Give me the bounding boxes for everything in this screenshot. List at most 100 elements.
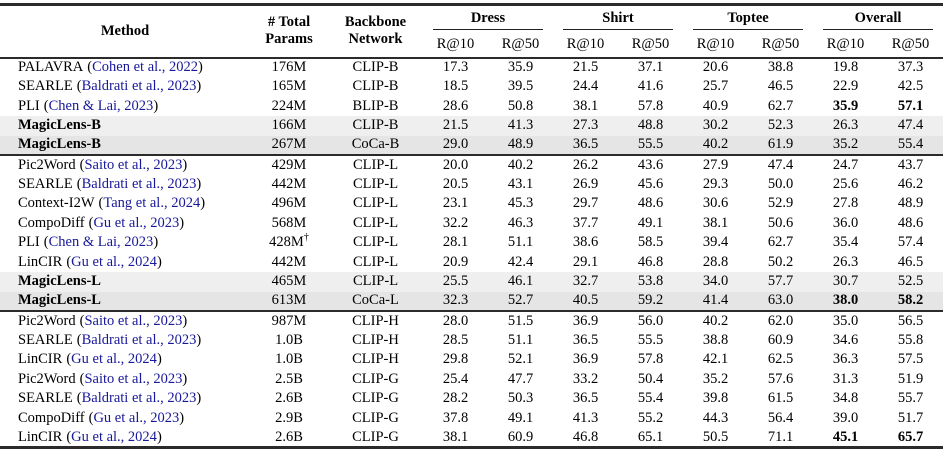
subheader-shirt-r50: R@50 (631, 36, 670, 52)
col-header-total-params-line2: Params (265, 31, 313, 48)
params-value: 1.0B (275, 351, 303, 368)
value-cell: 46.1 (488, 272, 553, 292)
value-cell: 45.1 (832, 428, 859, 445)
method-citation-link[interactable]: Gu et al., 2024 (71, 351, 157, 368)
method-citation-wrap: (Saito et al., 2023) (80, 371, 188, 387)
method-citation-link[interactable]: Saito et al., 2023 (84, 370, 183, 387)
value-cell: 50.3 (507, 390, 534, 407)
backbone-cell: CLIP-H (352, 312, 399, 329)
value-cell: 62.7 (767, 234, 794, 251)
value-cell: 20.0 (442, 156, 469, 173)
table-row: SEARLE (Baldrati et al., 2023) 2.6B CLIP-… (0, 389, 943, 409)
backbone-cell: BLIP-B (352, 97, 399, 114)
value-cell: 33.2 (572, 370, 599, 387)
value-cell: 61.9 (748, 135, 814, 155)
params-cell: 166M (250, 116, 328, 136)
method-citation-link[interactable]: Tang et al., 2024 (103, 195, 201, 212)
value-cell: 28.0 (442, 312, 469, 329)
table-row: Pic2Word (Saito et al., 2023) 987M CLIP-H… (0, 311, 943, 331)
paren-close: ) (200, 195, 206, 212)
value-cell: 29.1 (572, 253, 599, 270)
paren-open: ( (66, 351, 72, 368)
value-cell: 53.8 (618, 272, 684, 292)
backbone-cell: CoCa-B (328, 135, 423, 155)
params-value: 2.5B (275, 370, 303, 387)
method-cell: Context-I2W (Tang et al., 2024) (0, 194, 250, 214)
params-cell: 465M (250, 272, 328, 292)
value-cell: 43.1 (507, 175, 534, 192)
params-value: 428M (269, 234, 304, 251)
method-cell: MagicLens-L (0, 291, 250, 311)
params-value: 1.0B (275, 331, 303, 348)
results-table: Method # Total Params Backbone Network D… (0, 3, 943, 449)
params-cell: 267M (250, 135, 328, 155)
method-citation-link[interactable]: Baldrati et al., 2023 (81, 331, 197, 348)
params-cell: 2.6B (250, 389, 328, 409)
col-group-shirt: Shirt (553, 5, 683, 33)
method-citation-link[interactable]: Chen & Lai, 2023 (48, 234, 154, 251)
method-citation-link[interactable]: Gu et al., 2024 (71, 253, 157, 270)
value-cell: 62.0 (767, 312, 794, 329)
method-cell: LinCIR (Gu et al., 2024) (0, 428, 250, 448)
value-cell: 26.3 (832, 253, 859, 270)
value-cell: 58.2 (878, 291, 943, 311)
value-cell: 38.1 (572, 97, 599, 114)
value-cell: 35.0 (832, 312, 859, 329)
value-cell: 60.9 (507, 428, 534, 445)
paren-close: ) (196, 390, 202, 407)
value-cell: 29.7 (572, 195, 599, 212)
method-citation-link[interactable]: Cohen et al., 2022 (92, 59, 199, 76)
value-cell: 41.6 (637, 78, 664, 95)
value-cell: 26.3 (813, 116, 879, 136)
paren-close: ) (198, 59, 203, 76)
table-row: LinCIR (Gu et al., 2024) 1.0B CLIP-H 29.8… (0, 350, 943, 370)
params-value: 2.6B (275, 428, 303, 445)
value-cell: 28.2 (442, 390, 469, 407)
method-citation-link[interactable]: Baldrati et al., 2023 (81, 390, 197, 407)
value-cell: 56.5 (897, 312, 924, 329)
method-citation-link[interactable]: Baldrati et al., 2023 (81, 78, 197, 95)
backbone-cell: CLIP-L (352, 234, 399, 251)
params-cell: 2.9B (250, 409, 328, 429)
params-cell: 442M (250, 253, 328, 273)
value-cell: 48.9 (488, 135, 553, 155)
method-citation-link[interactable]: Saito et al., 2023 (84, 312, 183, 329)
table-row: SEARLE (Baldrati et al., 2023) 1.0B CLIP-… (0, 331, 943, 351)
value-cell: 56.4 (767, 409, 794, 426)
table-row: MagicLens-B 267M CoCa-B 29.0 48.9 36.5 55.5… (0, 135, 943, 155)
value-cell: 32.7 (553, 272, 618, 292)
value-cell: 36.9 (572, 312, 599, 329)
backbone-cell: CLIP-B (328, 116, 423, 136)
method-cell: Pic2Word (Saito et al., 2023) (0, 370, 250, 390)
table-block-1: PALAVRA (Cohen et al., 2022) 176M CLIP-B … (0, 58, 943, 155)
method-name: CompoDiff (18, 409, 85, 426)
method-citation-link[interactable]: Gu et al., 2024 (71, 428, 157, 445)
method-citation-link[interactable]: Saito et al., 2023 (84, 156, 183, 173)
value-cell: 40.5 (553, 291, 618, 311)
value-cell: 55.4 (878, 135, 943, 155)
col-group-overall: Overall (813, 5, 943, 33)
method-citation-link[interactable]: Chen & Lai, 2023 (48, 97, 154, 114)
backbone-cell: CLIP-B (352, 78, 399, 95)
method-cell: CompoDiff (Gu et al., 2023) (0, 409, 250, 429)
method-citation-link[interactable]: Gu et al., 2023 (93, 409, 180, 426)
value-cell: 62.5 (767, 351, 794, 368)
method-citation-link[interactable]: Baldrati et al., 2023 (81, 175, 197, 192)
method-name: SEARLE (18, 78, 73, 95)
value-cell: 20.6 (702, 59, 729, 76)
method-citation-link[interactable]: Gu et al., 2023 (93, 214, 180, 231)
method-cell: Pic2Word (Saito et al., 2023) (0, 155, 250, 175)
method-name: Pic2Word (18, 370, 76, 387)
value-cell: 55.8 (897, 331, 924, 348)
value-cell: 46.2 (897, 175, 924, 192)
value-cell: 51.7 (897, 409, 924, 426)
value-cell: 21.5 (423, 116, 488, 136)
method-name: SEARLE (18, 331, 73, 348)
value-cell: 27.8 (832, 195, 859, 212)
table-row: PLI (Chen & Lai, 2023) 428M† CLIP-L 28.1 5… (0, 233, 943, 253)
value-cell: 38.8 (767, 59, 794, 76)
method-citation-wrap: (Gu et al., 2024) (66, 254, 161, 270)
group-label-dress: Dress (433, 8, 543, 31)
value-cell: 50.8 (507, 97, 534, 114)
value-cell: 41.3 (488, 116, 553, 136)
